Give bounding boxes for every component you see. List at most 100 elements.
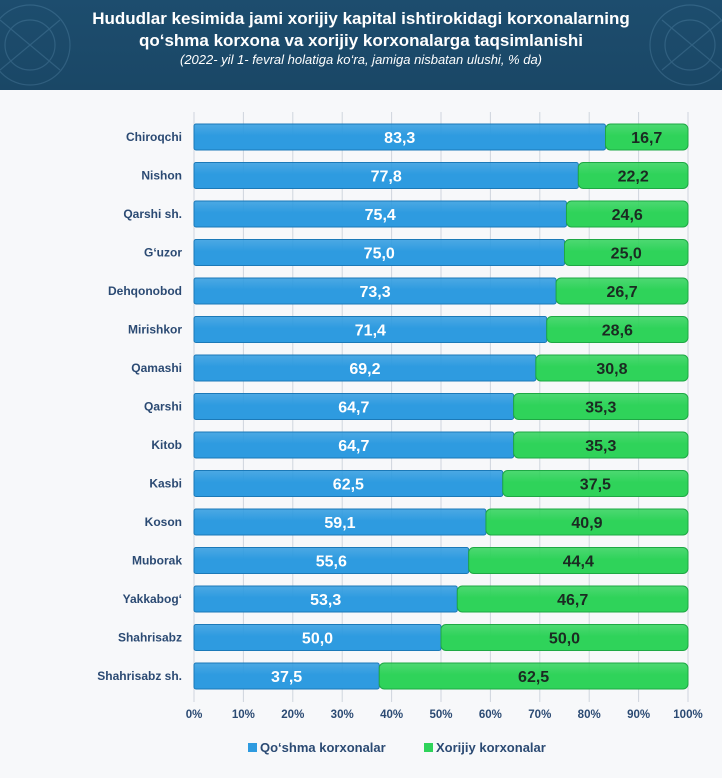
bars-group: 83,3 16,7 77,8 22,2 75,4 24,6 75,0 25,0 73,3 26,7… <box>193 123 689 690</box>
x-tick-label: 0% <box>186 709 203 721</box>
data-label: 55,6 <box>316 554 347 571</box>
category-label: Nishon <box>141 169 182 183</box>
legend-label: Qo‘shma korxonalar <box>260 740 386 755</box>
category-labels: Chiroqchi Nishon Qarshi sh. G‘uzor Dehqonobo… <box>97 130 182 683</box>
category-label: Kasbi <box>149 477 182 491</box>
legend-item: Qo‘shma korxonalar <box>248 740 386 755</box>
bar-row: 69,2 30,8 <box>193 354 689 382</box>
data-label: 46,7 <box>557 592 588 609</box>
bar-row: 75,4 24,6 <box>193 200 689 228</box>
bar-segment-xorijiy <box>565 200 689 228</box>
bar-segment-xorijiy <box>535 354 689 382</box>
data-label: 30,8 <box>596 361 627 378</box>
data-label: 77,8 <box>371 169 402 186</box>
data-label: 69,2 <box>349 361 380 378</box>
category-label: Koson <box>145 515 182 529</box>
bar-row: 77,8 22,2 <box>193 162 689 189</box>
data-label: 64,7 <box>338 400 369 417</box>
bar-row: 64,7 35,3 <box>193 393 689 420</box>
x-tick-label: 100% <box>673 709 702 721</box>
x-tick-label: 30% <box>331 709 354 721</box>
data-label: 37,5 <box>271 669 302 686</box>
bar-row: 55,6 44,4 <box>193 547 689 574</box>
data-label: 40,9 <box>571 515 602 532</box>
bar-segment-xorijiy <box>513 431 689 459</box>
data-label: 50,0 <box>302 631 333 648</box>
bar-segment-xorijiy <box>546 316 689 343</box>
data-label: 16,7 <box>631 130 662 147</box>
x-tick-label: 60% <box>479 709 502 721</box>
data-label: 62,5 <box>518 669 549 686</box>
bar-segment-xorijiy <box>605 123 689 151</box>
category-label: Mirishkor <box>128 323 182 337</box>
bar-row: 50,0 50,0 <box>193 624 689 651</box>
x-tick-label: 20% <box>281 709 304 721</box>
bar-segment-xorijiy <box>468 547 689 574</box>
data-label: 35,3 <box>585 400 616 417</box>
data-label: 26,7 <box>606 284 637 301</box>
data-label: 28,6 <box>602 323 633 340</box>
data-label: 44,4 <box>563 554 594 571</box>
data-label: 50,0 <box>549 631 580 648</box>
bar-segment-xorijiy <box>378 662 689 690</box>
data-label: 53,3 <box>310 592 341 609</box>
x-tick-label: 70% <box>528 709 551 721</box>
chart-title-line-1: Hududlar kesimida jami xorijiy kapital i… <box>92 9 630 28</box>
legend-swatch <box>424 743 433 752</box>
legend-swatch <box>248 743 257 752</box>
x-tick-label: 90% <box>627 709 650 721</box>
category-label: Shahrisabz <box>118 631 182 645</box>
data-label: 64,7 <box>338 438 369 455</box>
category-label: Yakkabog‘ <box>123 592 182 606</box>
x-tick-label: 10% <box>232 709 255 721</box>
bar-row: 83,3 16,7 <box>193 123 689 151</box>
category-label: Dehqonobod <box>108 284 182 298</box>
bar-segment-xorijiy <box>564 239 689 266</box>
data-label: 22,2 <box>618 169 649 186</box>
stacked-bar-chart: 83,3 16,7 77,8 22,2 75,4 24,6 75,0 25,0 73,3 26,7… <box>97 112 703 755</box>
chart-header: Hududlar kesimida jami xorijiy kapital i… <box>0 0 722 90</box>
bar-row: 59,1 40,9 <box>193 508 689 536</box>
bar-row: 71,4 28,6 <box>193 316 689 343</box>
data-label: 71,4 <box>355 323 386 340</box>
data-label: 25,0 <box>611 246 642 263</box>
category-label: Qarshi <box>144 400 182 414</box>
x-axis-ticks: 0% 10% 20% 30% 40% 50% 60% 70% 80% 90% 100% <box>186 709 703 721</box>
legend-label: Xorijiy korxonalar <box>436 740 546 755</box>
bar-segment-xorijiy <box>440 624 689 651</box>
bar-segment-xorijiy <box>485 508 689 536</box>
data-label: 59,1 <box>324 515 355 532</box>
data-label: 73,3 <box>359 284 390 301</box>
category-label: Chiroqchi <box>126 130 182 144</box>
x-tick-label: 80% <box>578 709 601 721</box>
chart-title-line-2: qo‘shma korxona va xorijiy korxonalarga … <box>138 31 584 50</box>
bar-row: 37,5 62,5 <box>193 662 689 690</box>
bar-segment-xorijiy <box>502 470 689 497</box>
data-label: 83,3 <box>384 130 415 147</box>
data-label: 37,5 <box>580 477 611 494</box>
bar-segment-xorijiy <box>555 277 689 305</box>
bar-segment-xorijiy <box>513 393 689 420</box>
data-label: 75,0 <box>364 246 395 263</box>
bar-segment-xorijiy <box>456 585 689 613</box>
category-label: Shahrisabz sh. <box>97 669 182 683</box>
data-label: 75,4 <box>365 207 396 224</box>
data-label: 62,5 <box>333 477 364 494</box>
bar-row: 73,3 26,7 <box>193 277 689 305</box>
legend: Qo‘shma korxonalar Xorijiy korxonalar <box>248 740 546 755</box>
data-label: 35,3 <box>585 438 616 455</box>
chart-title: Hududlar kesimida jami xorijiy kapital i… <box>0 8 722 52</box>
category-label: Qarshi sh. <box>123 207 182 221</box>
bar-row: 53,3 46,7 <box>193 585 689 613</box>
x-tick-label: 50% <box>429 709 452 721</box>
chart-subtitle: (2022- yil 1- fevral holatiga ko‘ra, jam… <box>179 52 543 67</box>
bar-row: 62,5 37,5 <box>193 470 689 497</box>
category-label: G‘uzor <box>144 246 182 260</box>
legend-item: Xorijiy korxonalar <box>424 740 546 755</box>
bar-row: 75,0 25,0 <box>193 239 689 266</box>
category-label: Kitob <box>151 438 182 452</box>
category-label: Qamashi <box>131 361 182 375</box>
header-ornament-pattern <box>0 4 722 86</box>
bar-row: 64,7 35,3 <box>193 431 689 459</box>
bar-segment-xorijiy <box>577 162 689 189</box>
